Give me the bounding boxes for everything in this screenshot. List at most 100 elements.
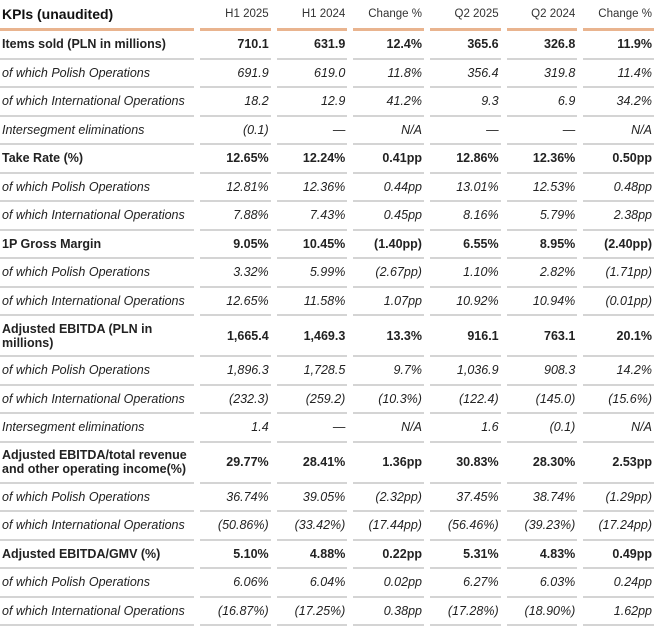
cell-value: (39.23%): [506, 512, 578, 541]
cell-value: 908.3: [506, 357, 578, 386]
header-row: KPIs (unaudited) H1 2025 H1 2024 Change …: [0, 0, 654, 31]
cell-value: —: [276, 414, 348, 443]
cell-value: 10.45%: [276, 231, 348, 259]
cell-value: 12.36%: [506, 145, 578, 174]
table-row: Adjusted EBITDA/GMV (%) 5.10% 4.88% 0.22pp 5…: [0, 541, 654, 569]
cell-value: 13.01%: [429, 174, 501, 202]
table-row: of which International Operations 12.65% 1…: [0, 288, 654, 316]
cell-value: (33.42%): [276, 512, 348, 541]
cell-value: (0.1): [506, 414, 578, 443]
cell-value: 0.48pp: [583, 174, 654, 202]
cell-value: 10.94%: [506, 288, 578, 316]
cell-value: 0.22pp: [353, 541, 424, 569]
cell-value: 4.88%: [276, 541, 348, 569]
row-label: of which International Operations: [0, 386, 194, 414]
cell-value: 39.05%: [276, 484, 348, 512]
cell-value: N/A: [353, 117, 424, 145]
cell-value: (259.2): [276, 386, 348, 414]
cell-value: 0.44pp: [353, 174, 424, 202]
cell-value: 2.53pp: [583, 443, 654, 484]
cell-value: 0.49pp: [583, 541, 654, 569]
cell-value: (2.67pp): [353, 259, 424, 288]
cell-value: (145.0): [506, 386, 578, 414]
row-label: of which Polish Operations: [0, 259, 194, 288]
cell-value: 12.81%: [200, 174, 271, 202]
cell-value: 1.6: [429, 414, 501, 443]
cell-value: 7.43%: [276, 202, 348, 231]
cell-value: (1.40pp): [353, 231, 424, 259]
cell-value: 1,728.5: [276, 357, 348, 386]
cell-value: 1,036.9: [429, 357, 501, 386]
cell-value: (0.1): [200, 117, 271, 145]
cell-value: 365.6: [429, 31, 501, 60]
cell-value: (122.4): [429, 386, 501, 414]
row-label: 1P Gross Margin: [0, 231, 194, 259]
cell-value: 9.05%: [200, 231, 271, 259]
cell-value: 0.02pp: [353, 569, 424, 598]
table-row: Intersegment eliminations (0.1) — N/A — — N/A: [0, 117, 654, 145]
cell-value: 619.0: [276, 60, 348, 88]
cell-value: 12.9: [276, 88, 348, 117]
row-label: of which Polish Operations: [0, 484, 194, 512]
cell-value: 12.36%: [276, 174, 348, 202]
cell-value: (1.29pp): [583, 484, 654, 512]
col-h1-2024: H1 2024: [276, 0, 348, 31]
row-label: Intersegment eliminations: [0, 117, 194, 145]
cell-value: 326.8: [506, 31, 578, 60]
cell-value: 8.95%: [506, 231, 578, 259]
cell-value: 1.07pp: [353, 288, 424, 316]
cell-value: (0.01pp): [583, 288, 654, 316]
cell-value: (17.24pp): [583, 512, 654, 541]
row-label: Intersegment eliminations: [0, 414, 194, 443]
cell-value: 18.2: [200, 88, 271, 117]
row-label: Adjusted EBITDA/GMV (%): [0, 541, 194, 569]
table-row: of which Polish Operations 12.81% 12.36% 0.…: [0, 174, 654, 202]
cell-value: (17.25%): [276, 598, 348, 626]
cell-value: 691.9: [200, 60, 271, 88]
cell-value: 5.79%: [506, 202, 578, 231]
cell-value: 3.32%: [200, 259, 271, 288]
cell-value: 0.24pp: [583, 569, 654, 598]
cell-value: 20.1%: [583, 316, 654, 357]
cell-value: 1.4: [200, 414, 271, 443]
row-label: Take Rate (%): [0, 145, 194, 174]
row-label: Items sold (PLN in millions): [0, 31, 194, 60]
cell-value: 10.92%: [429, 288, 501, 316]
cell-value: 0.45pp: [353, 202, 424, 231]
table-row: of which Polish Operations 6.06% 6.04% 0.02…: [0, 569, 654, 598]
cell-value: (2.40pp): [583, 231, 654, 259]
row-label: of which International Operations: [0, 598, 194, 626]
row-label: Adjusted EBITDA (PLN in millions): [0, 316, 194, 357]
cell-value: 916.1: [429, 316, 501, 357]
cell-value: —: [429, 117, 501, 145]
cell-value: 0.41pp: [353, 145, 424, 174]
cell-value: 41.2%: [353, 88, 424, 117]
cell-value: 12.86%: [429, 145, 501, 174]
row-label: of which International Operations: [0, 88, 194, 117]
table-row: Intersegment eliminations 1.4— N/A 1.6 (0.1)…: [0, 414, 654, 443]
row-label: Adjusted EBITDA/total revenue and other …: [0, 443, 194, 484]
cell-value: 30.83%: [429, 443, 501, 484]
cell-value: 12.4%: [353, 31, 424, 60]
table-row: of which Polish Operations 3.32% 5.99% (2.6…: [0, 259, 654, 288]
cell-value: 0.38pp: [353, 598, 424, 626]
cell-value: N/A: [583, 117, 654, 145]
row-label: of which International Operations: [0, 288, 194, 316]
col-q2-2024: Q2 2024: [506, 0, 578, 31]
cell-value: 9.7%: [353, 357, 424, 386]
cell-value: 631.9: [276, 31, 348, 60]
cell-value: N/A: [583, 414, 654, 443]
table-row: of which International Operations (232.3)…: [0, 386, 654, 414]
cell-value: (17.28%): [429, 598, 501, 626]
cell-value: 12.65%: [200, 288, 271, 316]
cell-value: 1.62pp: [583, 598, 654, 626]
cell-value: 1,469.3: [276, 316, 348, 357]
cell-value: 1.10%: [429, 259, 501, 288]
cell-value: N/A: [353, 414, 424, 443]
cell-value: 5.99%: [276, 259, 348, 288]
table-row: of which International Operations (50.86%…: [0, 512, 654, 541]
cell-value: (10.3%): [353, 386, 424, 414]
cell-value: (56.46%): [429, 512, 501, 541]
cell-value: 11.58%: [276, 288, 348, 316]
table-row: of which Polish Operations 691.9 619.0 11.8…: [0, 60, 654, 88]
